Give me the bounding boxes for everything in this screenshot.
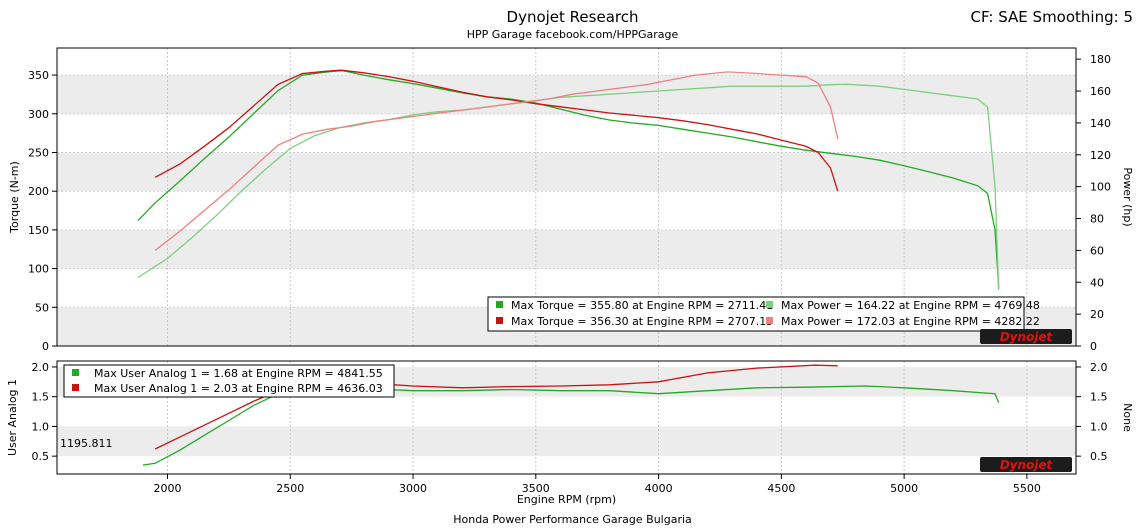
analog-legend	[63, 364, 395, 398]
power-tick-label: 40	[1090, 276, 1104, 289]
dyno-series-line-3	[137, 83, 1000, 291]
footer-caption: Honda Power Performance Garage Bulgaria	[453, 513, 692, 526]
analog-right-tick-label: 1.5	[1090, 391, 1108, 404]
legend-swatch	[496, 317, 503, 324]
legend-entry: Max Power = 172.03 at Engine RPM = 4282.…	[781, 315, 1040, 328]
rpm-tick-label: 5000	[890, 482, 918, 495]
rpm-tick-label: 2500	[276, 482, 304, 495]
legend-entry: Max Power = 164.22 at Engine RPM = 4769.…	[781, 299, 1040, 312]
dyno-series-line-2	[154, 69, 839, 192]
rpm-tick-label: 2000	[153, 482, 181, 495]
torque-tick-label: 250	[28, 146, 49, 159]
analog-tick-label: 2.0	[32, 361, 50, 374]
rpm-tick-label: 5500	[1013, 482, 1041, 495]
correction-factor: CF: SAE Smoothing: 5	[970, 8, 1133, 26]
legend-entry: Max User Analog 1 = 2.03 at Engine RPM =…	[94, 382, 383, 395]
torque-band	[57, 152, 1076, 192]
rpm-tick-label: 3500	[522, 482, 550, 495]
analog-plot-frame	[56, 360, 1077, 475]
torque-plot-frame	[56, 47, 1077, 347]
analog-tick-label: 0.5	[32, 450, 50, 463]
legend-swatch	[766, 317, 773, 324]
analog-right-axis-label: None	[1121, 403, 1134, 432]
legend-entry: Max Torque = 355.80 at Engine RPM = 2711…	[511, 299, 773, 312]
analog-tick-label: 1.0	[32, 420, 50, 433]
torque-tick-label: 50	[35, 301, 49, 314]
dyno-series-line-1	[137, 69, 1000, 288]
analog-axis-label: User Analog 1	[6, 379, 19, 456]
torque-tick-label: 350	[28, 69, 49, 82]
rpm-axis-label: Engine RPM (rpm)	[517, 493, 616, 506]
power-tick-label: 120	[1090, 149, 1111, 162]
rpm-tick-label: 4000	[645, 482, 673, 495]
analog-series-line-1	[142, 385, 1000, 466]
torque-band	[57, 229, 1076, 269]
legend-swatch	[72, 384, 79, 391]
chart-subtitle: HPP Garage facebook.com/HPPGarage	[466, 28, 679, 41]
legend-entry: Max Torque = 356.30 at Engine RPM = 2707…	[511, 315, 773, 328]
dynojet-logo: Dynojet	[1000, 330, 1054, 344]
power-tick-label: 180	[1090, 53, 1111, 66]
analog-series-line-2	[154, 364, 838, 450]
power-tick-label: 60	[1090, 244, 1104, 257]
dyno-series-line-4	[154, 71, 839, 251]
torque-axis-label: Torque (N-m)	[8, 161, 21, 234]
power-tick-label: 100	[1090, 181, 1111, 194]
dynojet-logo-bg	[980, 457, 1072, 472]
legend-swatch	[766, 301, 773, 308]
power-tick-label: 140	[1090, 117, 1111, 130]
chart-title: Dynojet Research	[506, 8, 639, 26]
rpm-tick-label: 3000	[399, 482, 427, 495]
torque-tick-label: 200	[28, 185, 49, 198]
legend-swatch	[496, 301, 503, 308]
rpm-tick-label: 4500	[767, 482, 795, 495]
dynojet-logo-bg	[980, 329, 1072, 344]
legend-swatch	[72, 369, 79, 376]
torque-power-legend	[487, 296, 1025, 332]
power-tick-label: 160	[1090, 85, 1111, 98]
power-tick-label: 20	[1090, 308, 1104, 321]
analog-right-tick-label: 2.0	[1090, 361, 1108, 374]
analog-tick-label: 1.5	[32, 391, 50, 404]
legend-entry: Max User Analog 1 = 1.68 at Engine RPM =…	[94, 367, 383, 380]
torque-tick-label: 100	[28, 263, 49, 276]
torque-tick-label: 0	[42, 340, 49, 353]
torque-tick-label: 300	[28, 108, 49, 121]
power-tick-label: 80	[1090, 213, 1104, 226]
analog-right-tick-label: 1.0	[1090, 420, 1108, 433]
analog-band	[57, 426, 1076, 457]
cursor-readout: 1195.811	[60, 437, 113, 450]
power-tick-label: 0	[1090, 340, 1097, 353]
dynojet-logo: Dynojet	[1000, 458, 1054, 472]
torque-tick-label: 150	[28, 224, 49, 237]
analog-right-tick-label: 0.5	[1090, 450, 1108, 463]
power-axis-label: Power (hp)	[1121, 167, 1134, 226]
